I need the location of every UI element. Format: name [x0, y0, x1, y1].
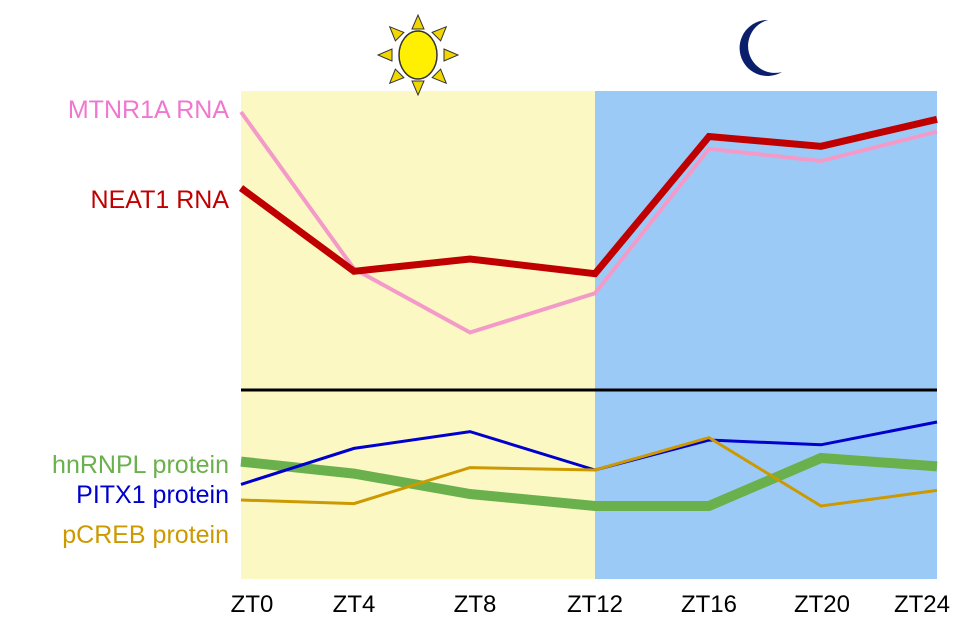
series-label-pcreb-protein: pCREB protein — [62, 521, 229, 549]
x-axis-ticks: ZT0 ZT4 ZT8 ZT12 ZT16 ZT20 ZT24 — [231, 591, 950, 618]
x-tick-label: ZT4 — [333, 591, 376, 618]
top-panel-lines — [238, 110, 938, 335]
series-label-pitx1-protein: PITX1 protein — [76, 481, 229, 509]
series-line-neat1-rna — [238, 115, 938, 278]
moon-icon — [739, 19, 782, 76]
x-tick-label: ZT12 — [567, 591, 623, 618]
series-line-pcreb-protein — [240, 435, 938, 508]
x-tick-label: ZT8 — [454, 591, 497, 618]
x-tick-label: ZT0 — [231, 591, 274, 618]
x-tick-label: ZT24 — [894, 591, 950, 618]
x-tick-label: ZT16 — [681, 591, 737, 618]
sun-icon — [376, 13, 460, 97]
bottom-panel-lines — [240, 420, 938, 511]
series-line-hnrnpl-protein — [240, 452, 938, 511]
series-label-hnrnpl-protein: hnRNPL protein — [52, 451, 229, 479]
series-label-mtnr1a-rna: MTNR1A RNA — [68, 96, 229, 124]
x-tick-label: ZT20 — [794, 591, 850, 618]
series-label-neat1-rna: NEAT1 RNA — [91, 186, 230, 214]
